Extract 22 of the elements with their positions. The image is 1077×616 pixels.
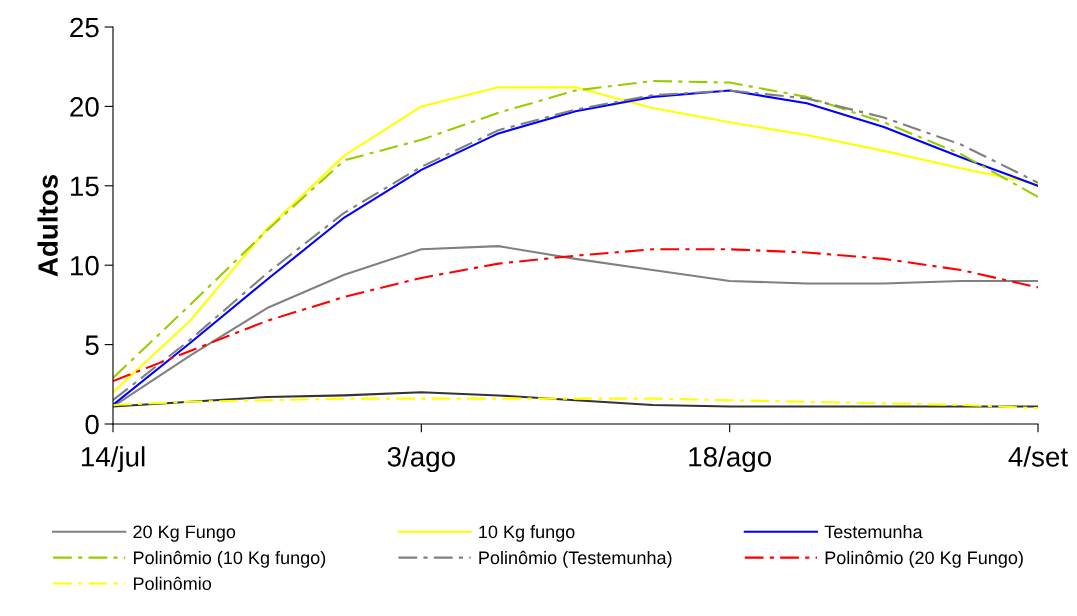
legend-label: 20 Kg Fungo: [133, 525, 236, 542]
legend-label: Polinômio: [134, 576, 212, 591]
y-tick-label: 10: [71, 255, 99, 276]
y-tick-label: 15: [71, 176, 99, 197]
legend-label: Polinômio (20 Kg Fungo): [825, 550, 1023, 568]
y-tick-label: 0: [85, 414, 99, 435]
x-tick-label: 3/ago: [387, 446, 455, 473]
x-tick-label: 18/ago: [689, 446, 771, 473]
y-axis-title: Adultos: [37, 174, 58, 277]
y-tick-label: 20: [70, 97, 99, 117]
legend-label: Polinômio (10 Kg fungo): [134, 550, 326, 568]
line-series: [113, 397, 1038, 410]
line-series: [113, 245, 1038, 408]
legend-label: Testemunha: [824, 524, 923, 539]
legend-label: 10 Kg fungo: [479, 525, 575, 542]
y-tick-label: 5: [85, 335, 99, 355]
legend-label: Polinômio (Testemunha): [479, 550, 672, 568]
y-tick-label: 25: [70, 17, 99, 38]
x-tick-label: 14/jul: [81, 446, 145, 473]
x-tick-label: 4/set: [1008, 446, 1068, 467]
line-series: [113, 391, 1038, 408]
line-series: [113, 248, 1038, 383]
